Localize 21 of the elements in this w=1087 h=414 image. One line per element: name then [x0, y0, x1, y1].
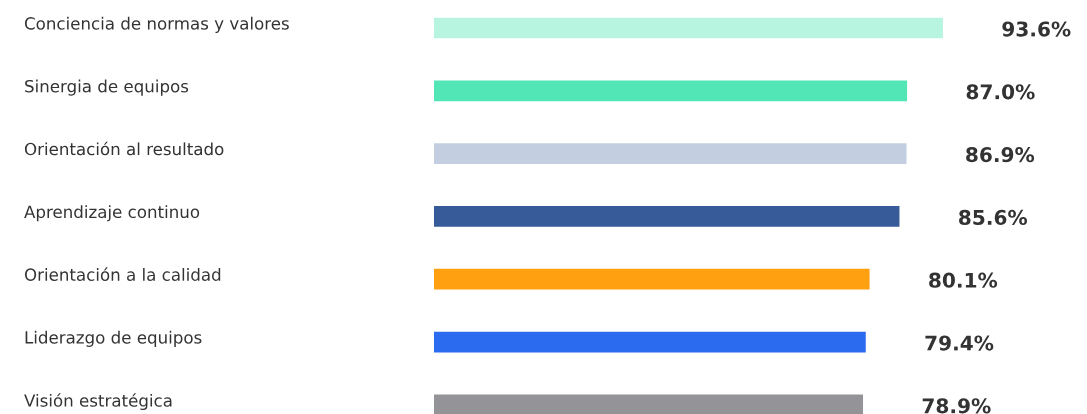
y-tick-label: Liderazgo de equipos — [25, 330, 202, 347]
data-label: 78.9% — [922, 398, 991, 414]
data-label: 93.6% — [1002, 21, 1071, 37]
bar — [434, 331, 866, 353]
y-tick-label: Conciencia de normas y valores — [24, 16, 289, 33]
data-label: 80.1% — [929, 272, 998, 288]
bar — [434, 143, 907, 164]
data-label: 85.6% — [959, 209, 1028, 226]
y-tick-label: Sinergia de equipos — [25, 79, 189, 96]
bar — [434, 394, 864, 414]
y-tick-label: Orientación al resultado — [24, 141, 224, 156]
data-label: 87.0% — [966, 84, 1035, 100]
bar — [434, 17, 943, 39]
y-tick-label: Orientación a la calidad — [24, 267, 221, 281]
y-tick-label: Aprendizaje continuo — [24, 205, 200, 222]
data-label: 79.4% — [925, 335, 994, 351]
y-tick-label: Visión estratégica — [24, 393, 172, 411]
bar — [434, 268, 870, 290]
data-label: 86.9% — [966, 147, 1035, 163]
bar — [434, 80, 908, 102]
bar — [434, 206, 900, 227]
